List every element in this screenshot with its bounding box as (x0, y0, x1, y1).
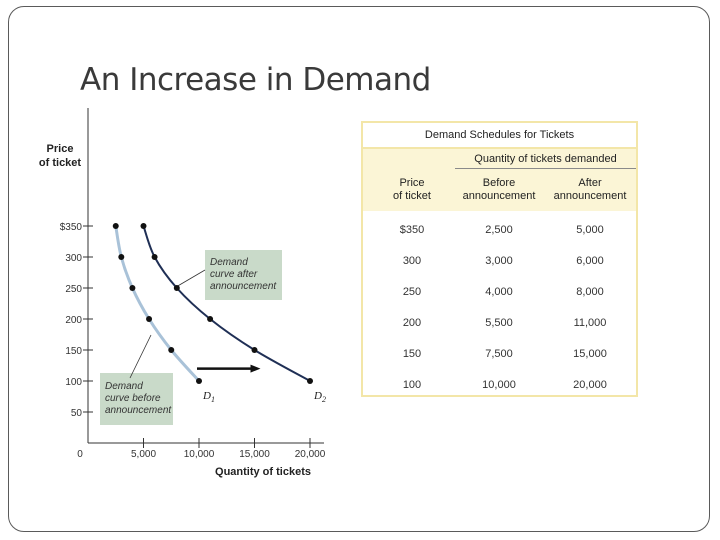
y-tick-label: 150 (65, 346, 82, 357)
annotation-text-after: curve after (210, 269, 258, 280)
table-cell-price: 200 (402, 317, 422, 329)
table-cell-before: 7,500 (485, 348, 513, 360)
table-cell-before: 5,500 (485, 317, 513, 329)
data-point (196, 378, 202, 384)
table-cell-after: 5,000 (576, 224, 604, 236)
table-cell-before: 4,000 (485, 286, 513, 298)
demand-curve-d1 (114, 225, 201, 383)
table-cell-price: 250 (402, 286, 422, 298)
annotation-text-before: announcement (105, 405, 172, 416)
slide-frame (8, 6, 710, 532)
data-point (112, 223, 119, 229)
table-cell-after: 15,000 (573, 348, 607, 360)
table-cell-after: 20,000 (573, 379, 607, 391)
annotation-leader-before (129, 334, 152, 379)
y-tick-label: $350 (60, 222, 83, 233)
curve-label-d1: D1 (202, 390, 215, 404)
y-tick-label: 250 (65, 284, 82, 295)
data-point (207, 316, 214, 322)
y-tick-label: 300 (65, 253, 82, 264)
x-tick-label: 5,000 (131, 449, 156, 460)
quantity-group-header: Quantity of tickets demanded (455, 153, 636, 169)
x-tick-label: 0 (77, 449, 83, 460)
table-title: Demand Schedules for Tickets (363, 123, 636, 149)
data-point (146, 316, 153, 322)
annotation-text-before: Demand (105, 381, 143, 392)
shift-arrow-head (250, 364, 261, 373)
annotation-box-after (205, 250, 282, 300)
column-header-line: announcement (462, 190, 536, 202)
table-cell-price: $350 (399, 224, 425, 236)
table-cell-before: 3,000 (485, 255, 513, 267)
y-tick-label: 100 (65, 377, 82, 388)
demand-curve-d2 (142, 225, 311, 382)
column-header-line: of ticket (393, 190, 431, 202)
table-cell-price: 300 (402, 255, 422, 267)
x-axis-label: Quantity of tickets (215, 466, 311, 478)
table-cell-after: 8,000 (576, 286, 604, 298)
annotation-text-after: announcement (210, 281, 277, 292)
table-cell-after: 11,000 (573, 317, 607, 329)
y-axis-label: of ticket (39, 157, 82, 169)
column-header-line: announcement (553, 190, 627, 202)
annotation-leader-after (175, 269, 206, 288)
data-point (307, 378, 313, 384)
x-tick-label: 20,000 (295, 449, 326, 460)
annotation-text-after: Demand (210, 257, 248, 268)
table-row: 100 10,000 20,000 (363, 373, 636, 404)
column-header-line: After (578, 177, 602, 189)
x-tick-label: 15,000 (239, 449, 270, 460)
demand-schedule-table: Demand Schedules for Tickets Quantity of… (361, 121, 638, 397)
table-row: $350 2,500 5,000 (363, 218, 636, 249)
column-header-line: Before (482, 177, 516, 189)
table-cell-before: 10,000 (482, 379, 516, 391)
y-tick-label: 50 (71, 408, 83, 419)
column-header-before: Before announcement (455, 177, 543, 203)
column-header-price: Price of ticket (375, 177, 449, 203)
table-row: 200 5,500 11,000 (363, 311, 636, 342)
slide-title: An Increase in Demand (80, 62, 431, 98)
data-point (251, 347, 258, 353)
table-row: 250 4,000 8,000 (363, 280, 636, 311)
table-header: Quantity of tickets demanded Price of ti… (363, 149, 636, 211)
table-cell-before: 2,500 (485, 224, 513, 236)
y-axis-label: Price (47, 143, 74, 155)
annotation-box-before (100, 373, 173, 425)
curve-label-d2: D2 (313, 390, 326, 404)
column-header-line: Price (399, 177, 425, 189)
table-cell-price: 100 (402, 379, 422, 391)
table-cell-after: 6,000 (576, 255, 604, 267)
data-point (173, 285, 180, 291)
data-point (129, 285, 136, 291)
table-row: 150 7,500 15,000 (363, 342, 636, 373)
y-tick-label: 200 (65, 315, 82, 326)
data-point (168, 347, 175, 353)
data-point (151, 254, 158, 260)
table-cell-price: 150 (402, 348, 422, 360)
table-row: 300 3,000 6,000 (363, 249, 636, 280)
table-body: $350 2,500 5,000 300 3,000 6,000 250 4,0… (363, 218, 636, 404)
x-tick-label: 10,000 (184, 449, 215, 460)
data-point (118, 254, 125, 260)
data-point (140, 223, 147, 229)
annotation-text-before: curve before (105, 393, 161, 404)
column-header-after: After announcement (545, 177, 635, 203)
